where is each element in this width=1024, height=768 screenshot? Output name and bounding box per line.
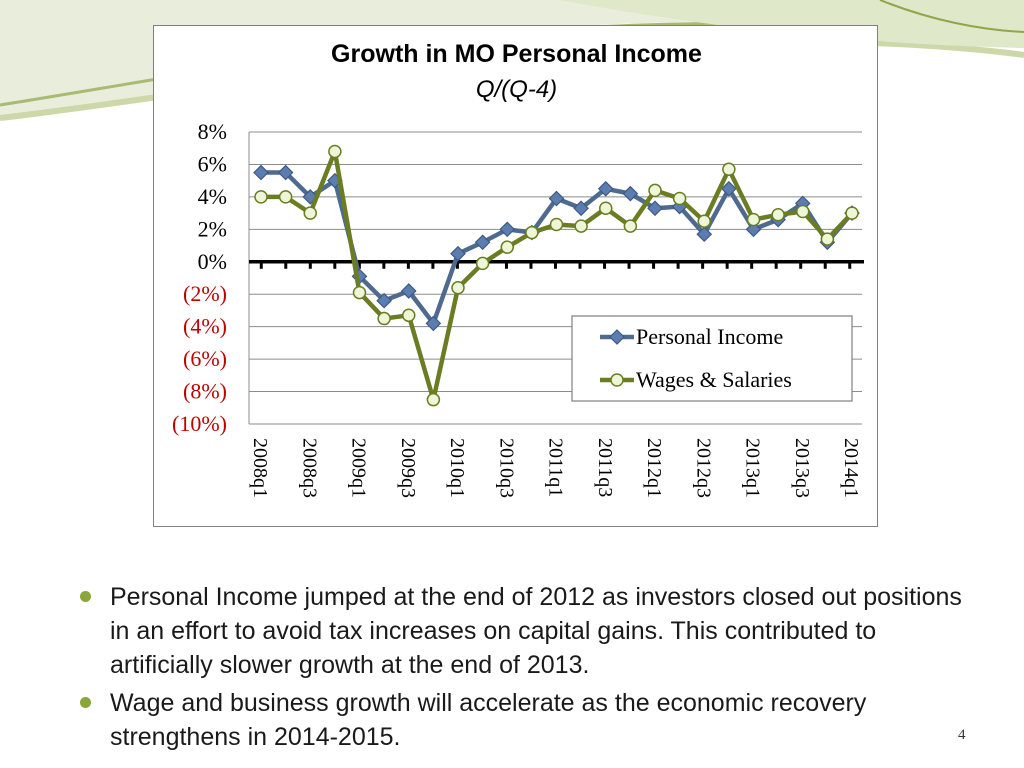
data-point-wages-salaries	[697, 214, 711, 228]
x-tick-label: 2011q3	[594, 438, 616, 497]
y-tick-label: (6%)	[183, 346, 227, 371]
bullet-dot-icon	[80, 591, 91, 602]
x-tick-label: 2012q3	[692, 438, 714, 498]
line-chart: 8% 6% 4% 2% 0% (2%) (4%) (6%) (8%) (10%) 2008q1 200…	[172, 119, 864, 498]
data-point-personal-income	[745, 221, 762, 238]
data-point-wages-salaries	[451, 280, 465, 295]
data-point-wages-salaries	[648, 183, 662, 198]
x-tick-label: 2012q1	[643, 438, 665, 498]
data-point-personal-income	[597, 180, 614, 197]
data-point-wages-salaries	[796, 204, 810, 219]
data-point-personal-income	[721, 180, 737, 197]
data-point-wages-salaries	[278, 190, 293, 204]
data-point-personal-income	[499, 221, 516, 238]
data-point-wages-salaries	[254, 190, 268, 204]
data-point-wages-salaries	[377, 311, 391, 326]
y-tick-label: 8%	[198, 119, 227, 144]
x-tick-label: 2009q3	[397, 438, 419, 498]
data-point-wages-salaries	[328, 144, 342, 159]
x-tick-label: 2013q1	[742, 438, 764, 498]
x-tick-label: 2008q3	[298, 438, 320, 498]
bullet-item: Personal Income jumped at the end of 201…	[78, 580, 978, 682]
data-point-personal-income	[548, 190, 565, 207]
data-point-personal-income	[474, 234, 491, 251]
x-tick-label: 2010q1	[446, 438, 468, 498]
data-point-wages-salaries	[771, 207, 785, 222]
data-point-personal-income	[400, 283, 417, 299]
data-point-wages-salaries	[623, 219, 638, 233]
y-tick-label: 6%	[198, 151, 227, 176]
data-point-wages-salaries	[845, 206, 859, 220]
data-point-personal-income	[253, 164, 269, 181]
y-tick-label: (2%)	[183, 281, 227, 306]
x-tick-label: 2008q1	[249, 438, 271, 498]
bullet-dot-icon	[80, 697, 91, 708]
data-point-wages-salaries	[352, 285, 367, 300]
legend-box	[571, 315, 853, 402]
data-point-wages-salaries	[746, 212, 761, 227]
y-tick-label: (8%)	[183, 379, 227, 404]
data-point-wages-salaries	[722, 162, 736, 177]
chart-title: Growth in MO Personal Income	[331, 40, 702, 68]
y-tick-label: 4%	[198, 184, 227, 209]
x-tick-label: 2009q1	[348, 438, 370, 498]
data-point-wages-salaries	[672, 191, 687, 206]
data-point-personal-income	[425, 315, 442, 332]
data-point-wages-salaries	[574, 219, 588, 233]
y-tick-label: (4%)	[183, 314, 227, 339]
data-point-personal-income	[696, 226, 713, 243]
data-point-personal-income	[573, 200, 589, 217]
y-tick-label: 0%	[198, 249, 227, 274]
data-point-personal-income	[277, 164, 294, 181]
y-tick-label: (10%)	[172, 411, 227, 436]
page-number: 4	[958, 727, 966, 743]
legend-label: Wages & Salaries	[636, 367, 792, 392]
data-point-wages-salaries	[820, 232, 835, 246]
chart-frame: Growth in MO Personal Income Q/(Q-4) 8% 6…	[153, 25, 878, 527]
bullet-text: Wage and business growth will accelerate…	[110, 689, 867, 751]
data-point-personal-income	[622, 185, 639, 202]
bullet-text: Personal Income jumped at the end of 201…	[110, 583, 962, 679]
x-tick-label: 2011q1	[545, 438, 567, 497]
data-point-wages-salaries	[303, 206, 317, 220]
chart-subtitle: Q/(Q-4)	[475, 76, 558, 103]
data-point-wages-salaries	[599, 201, 613, 215]
data-point-wages-salaries	[426, 392, 441, 407]
legend-marker-diamond-icon	[609, 329, 625, 345]
bullet-list: Personal Income jumped at the end of 201…	[78, 580, 978, 758]
x-tick-label: 2010q3	[495, 438, 517, 498]
data-point-wages-salaries	[525, 225, 539, 240]
data-point-wages-salaries	[549, 217, 564, 232]
data-point-personal-income	[450, 245, 466, 262]
x-tick-label: 2014q1	[840, 438, 862, 498]
x-tick-label: 2013q3	[791, 438, 813, 498]
data-point-wages-salaries	[500, 240, 514, 254]
data-point-personal-income	[376, 292, 392, 309]
legend-label: Personal Income	[636, 324, 783, 349]
y-tick-label: 2%	[198, 216, 227, 241]
bullet-item: Wage and business growth will accelerate…	[78, 686, 978, 754]
legend-marker-circle-icon	[610, 373, 624, 387]
data-point-wages-salaries	[402, 308, 416, 323]
data-point-wages-salaries	[475, 256, 490, 271]
data-point-personal-income	[647, 200, 663, 217]
